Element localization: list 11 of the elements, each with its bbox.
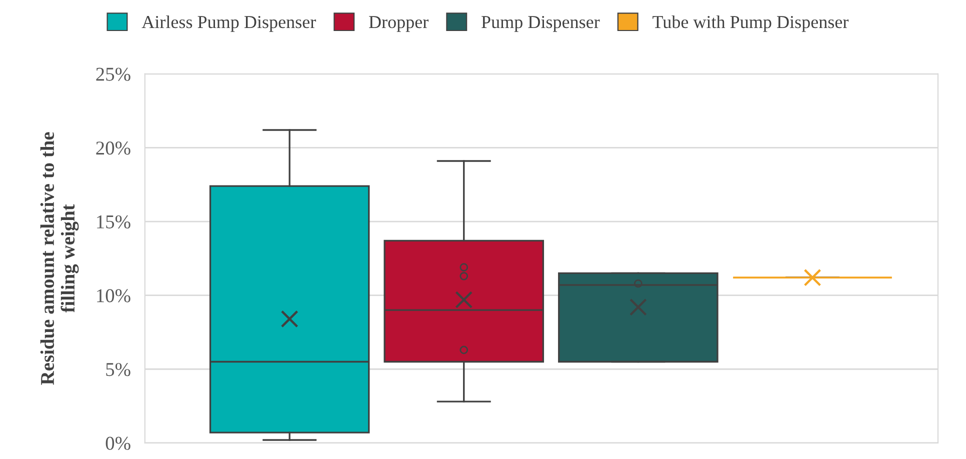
y-tick-label: 20% xyxy=(96,142,130,155)
legend-label: Pump Dispenser xyxy=(482,16,600,32)
y-tick-label: 15% xyxy=(97,215,130,229)
y-tick-label: 0% xyxy=(106,436,130,450)
y-tick-label: 10% xyxy=(97,289,130,302)
y-tick-label: 25% xyxy=(96,68,130,81)
legend-label: Dropper xyxy=(369,16,428,32)
y-axis-title: Residue amount relative to the filling weight xyxy=(40,132,79,385)
legend-label: Tube with Pump Dispenser xyxy=(652,15,849,32)
y-tick-label: 5% xyxy=(106,362,130,376)
legend-label: Airless Pump Dispenser xyxy=(142,15,316,32)
